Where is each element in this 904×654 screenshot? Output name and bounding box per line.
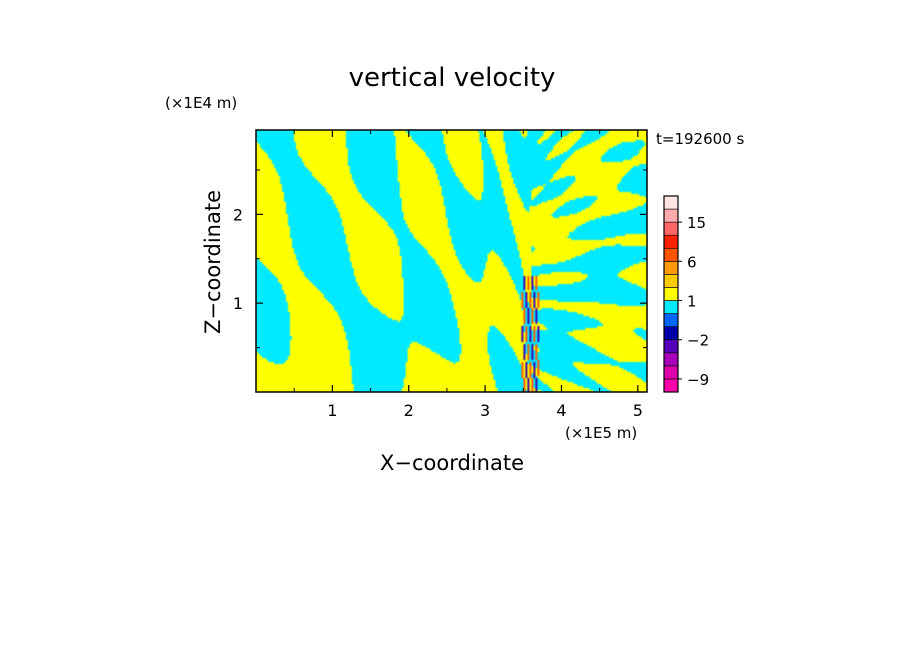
colorbar-segment [663,247,679,262]
velocity-field [256,130,647,392]
colorbar-segment [663,287,679,301]
x-unit-label: (×1E5 m) [565,424,637,442]
time-label: t=192600 s [656,130,744,148]
colorbar-segment [663,195,679,210]
colorbar-segment [663,313,679,327]
y-tick-label: 2 [233,205,243,224]
colorbar: 15 6 1 −2 −9 [663,195,709,393]
x-tick-label: 2 [404,401,414,420]
chart-title: vertical velocity [349,63,556,93]
colorbar-segment [663,365,679,380]
colorbar-tick-label: 15 [687,214,706,232]
x-tick-label: 1 [327,401,337,420]
colorbar-tick-label: 6 [687,253,697,271]
x-tick-label: 4 [556,401,566,420]
x-tick-label: 3 [480,401,490,420]
colorbar-segment [663,221,679,236]
y-axis-label: Z−coordinate [201,190,225,334]
colorbar-segment [663,274,679,288]
field-raster [256,130,647,392]
colorbar-segment [663,234,679,249]
colorbar-tick-label: 1 [687,293,697,311]
plot-frame [255,129,648,393]
colorbar-segment [663,352,679,367]
x-tick-label: 5 [633,401,643,420]
colorbar-segment [663,378,679,393]
colorbar-tick-label: −9 [687,371,709,389]
colorbar-segment [663,208,679,223]
y-axis-ticks: 12 [233,169,647,349]
colorbar-segment [663,339,679,354]
colorbar-segment [663,261,679,275]
colorbar-segment [663,300,679,314]
y-tick-label: 1 [233,294,243,313]
x-axis-label: X−coordinate [380,451,524,475]
y-unit-label: (×1E4 m) [165,94,237,112]
colorbar-tick-label: −2 [687,332,709,350]
colorbar-segment [663,326,679,341]
colorbar-frame [663,195,679,393]
x-axis-ticks: 1 2 3 4 5 [293,130,643,420]
